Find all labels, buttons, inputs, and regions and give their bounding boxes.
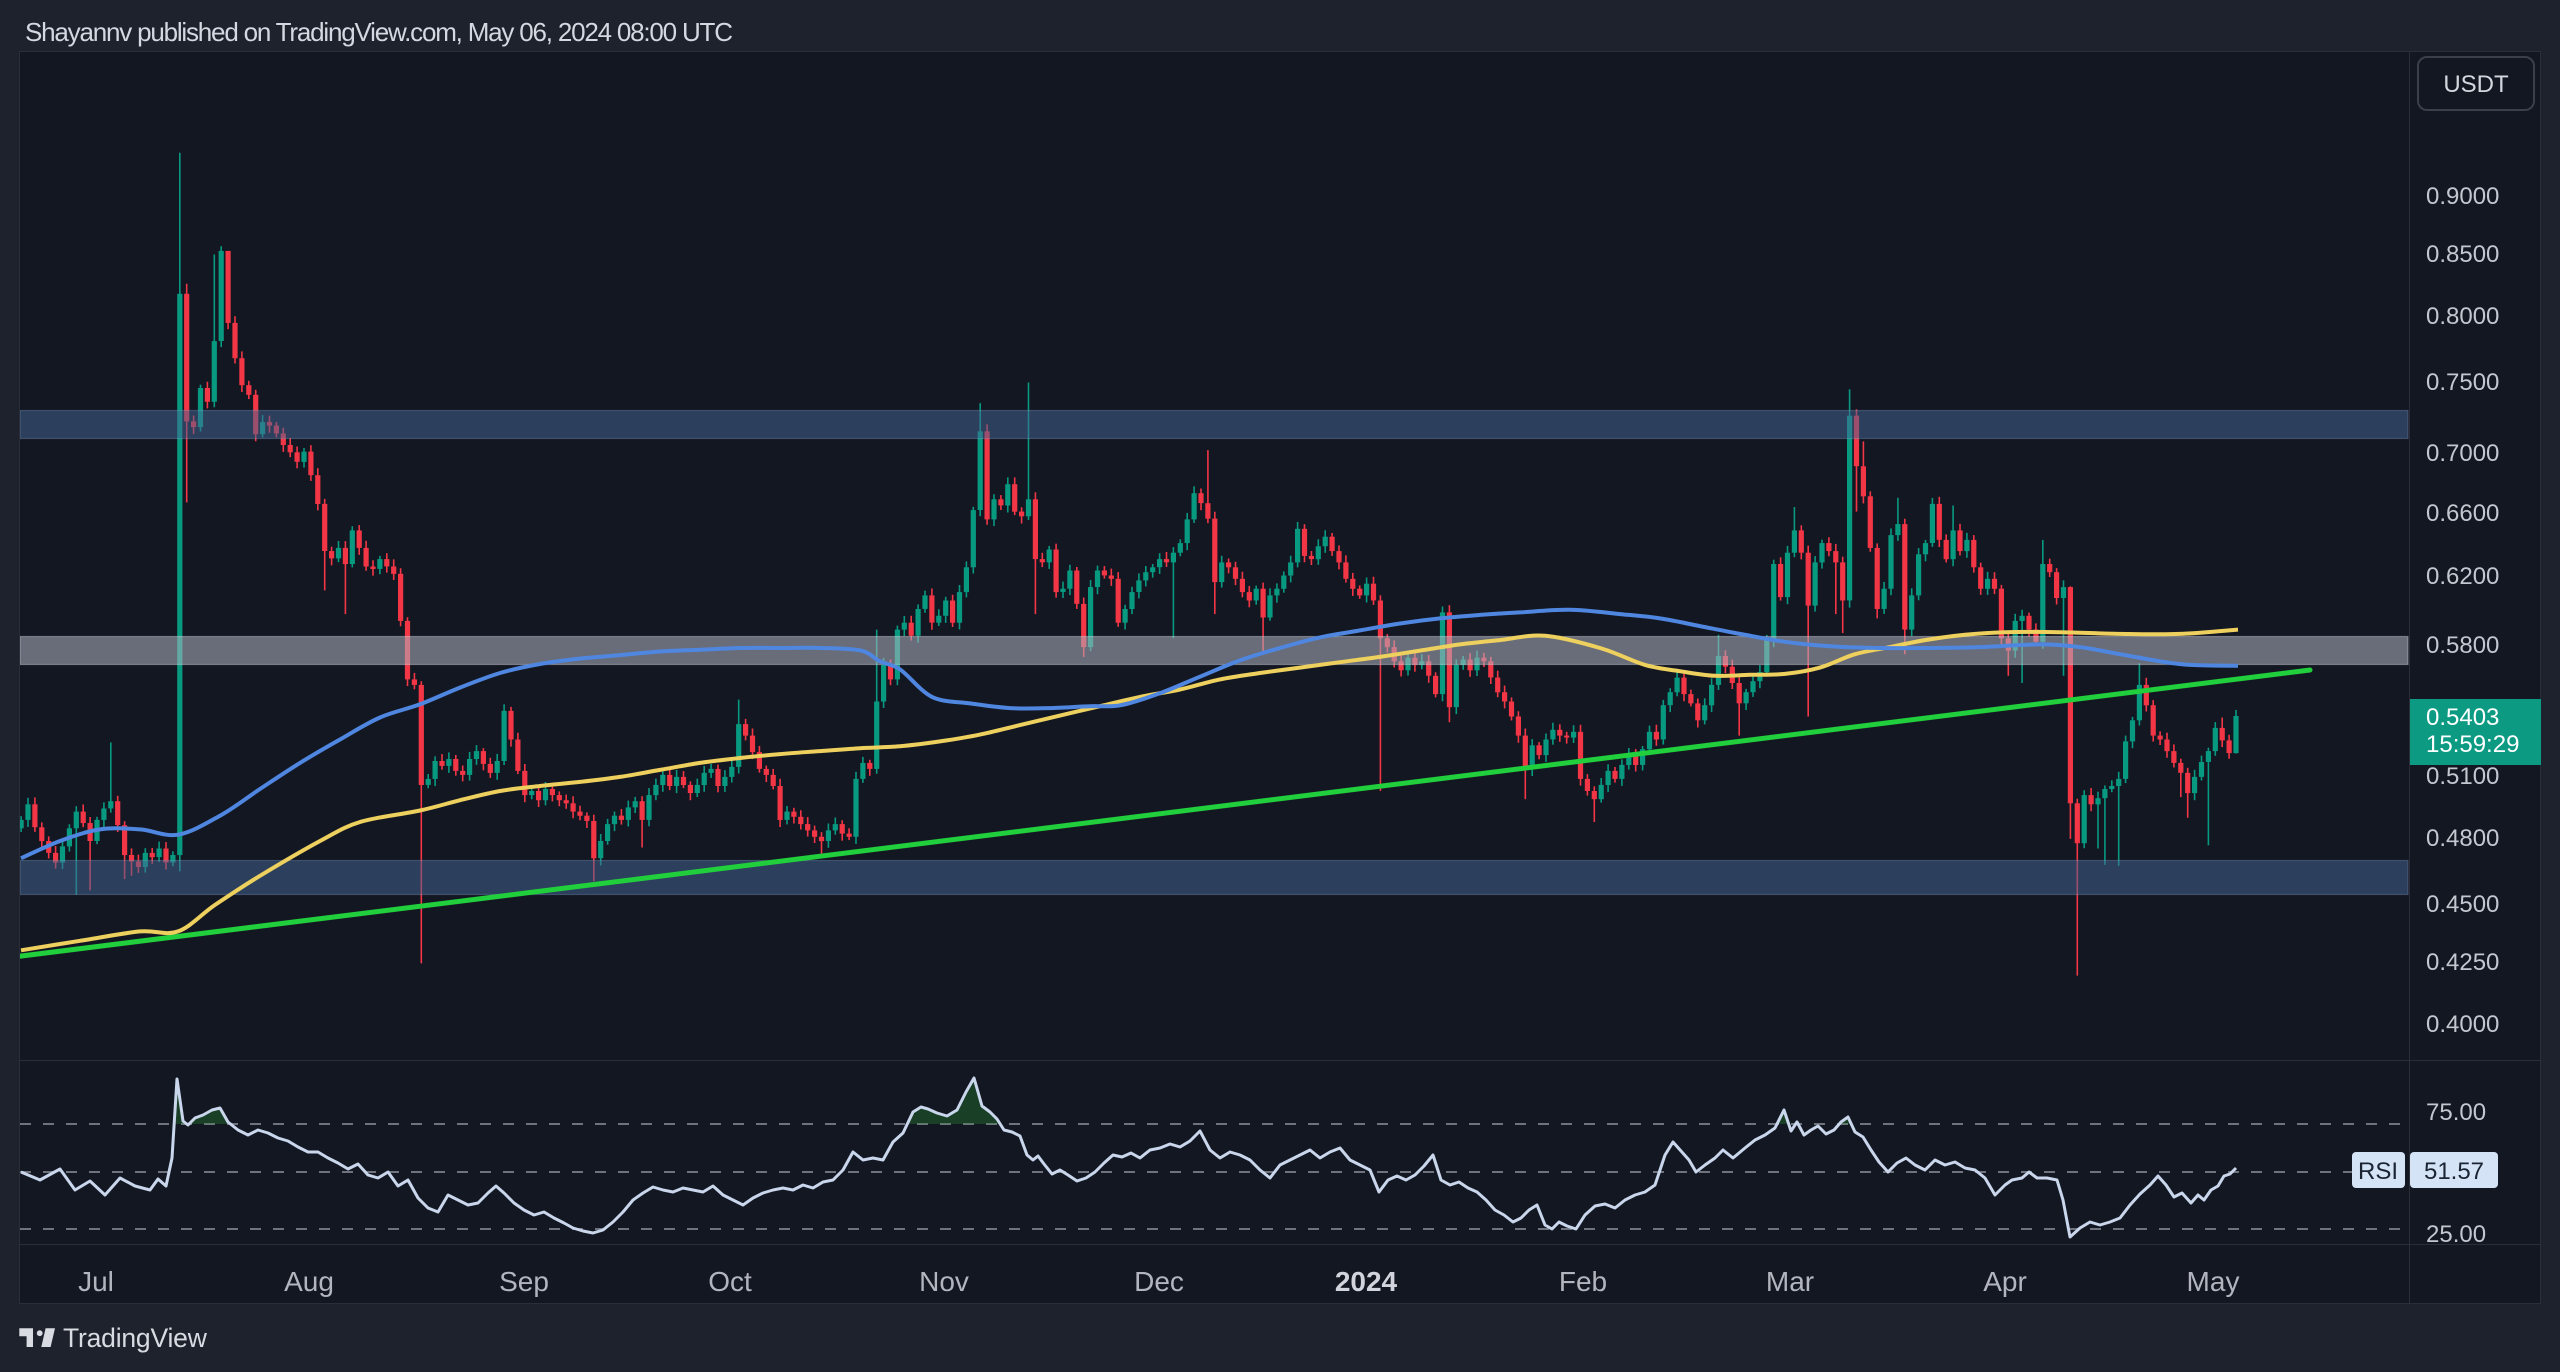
svg-text:Feb: Feb	[1559, 1266, 1607, 1297]
svg-text:0.4250: 0.4250	[2426, 949, 2499, 976]
svg-text:Mar: Mar	[1766, 1266, 1814, 1297]
svg-text:0.6200: 0.6200	[2426, 563, 2499, 590]
svg-text:0.4800: 0.4800	[2426, 825, 2499, 852]
svg-text:51.57: 51.57	[2424, 1158, 2484, 1185]
svg-text:0.9000: 0.9000	[2426, 183, 2499, 210]
svg-text:May: May	[2187, 1266, 2240, 1297]
svg-text:0.4000: 0.4000	[2426, 1011, 2499, 1038]
svg-text:15:59:29: 15:59:29	[2426, 731, 2519, 758]
svg-text:TradingView: TradingView	[63, 1323, 208, 1353]
svg-text:Jul: Jul	[78, 1266, 114, 1297]
svg-text:0.7000: 0.7000	[2426, 440, 2499, 467]
svg-text:Apr: Apr	[1983, 1266, 2027, 1297]
svg-text:25.00: 25.00	[2426, 1221, 2486, 1248]
svg-text:Sep: Sep	[499, 1266, 549, 1297]
svg-text:0.5100: 0.5100	[2426, 763, 2499, 790]
svg-text:0.7500: 0.7500	[2426, 369, 2499, 396]
svg-text:2024: 2024	[1335, 1266, 1398, 1297]
svg-text:USDT: USDT	[2443, 71, 2509, 98]
svg-text:Nov: Nov	[919, 1266, 969, 1297]
svg-text:Oct: Oct	[708, 1266, 752, 1297]
svg-text:0.8500: 0.8500	[2426, 241, 2499, 268]
svg-text:75.00: 75.00	[2426, 1099, 2486, 1126]
svg-text:Aug: Aug	[284, 1266, 334, 1297]
svg-text:Dec: Dec	[1134, 1266, 1184, 1297]
svg-text:0.5403: 0.5403	[2426, 704, 2499, 731]
svg-text:0.5800: 0.5800	[2426, 632, 2499, 659]
svg-text:0.4500: 0.4500	[2426, 891, 2499, 918]
svg-text:RSI: RSI	[2358, 1158, 2398, 1185]
svg-text:Shayannv published on TradingV: Shayannv published on TradingView.com, M…	[25, 17, 732, 47]
svg-text:0.6600: 0.6600	[2426, 500, 2499, 527]
svg-text:0.8000: 0.8000	[2426, 303, 2499, 330]
